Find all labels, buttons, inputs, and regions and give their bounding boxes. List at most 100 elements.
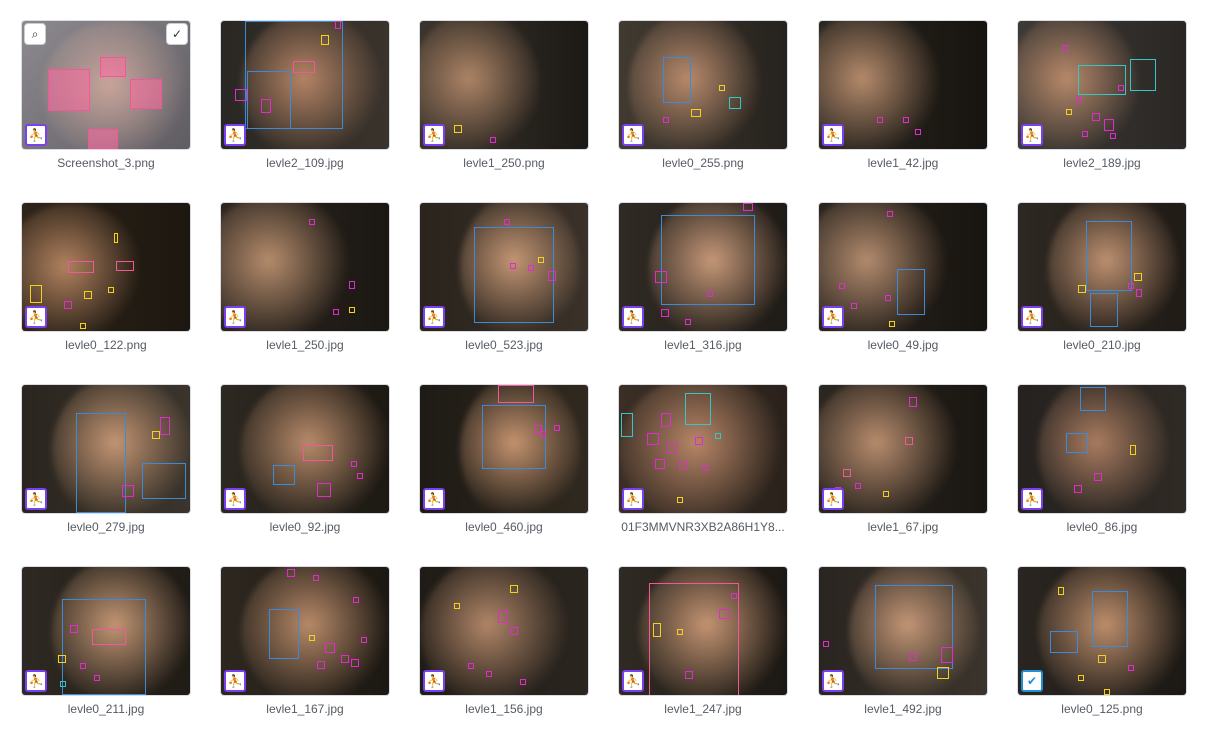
annotation-box — [685, 319, 691, 325]
file-name: levle0_279.jpg — [67, 520, 145, 534]
face-region — [241, 21, 381, 149]
face-region — [241, 385, 389, 513]
annotation-box — [855, 483, 861, 489]
gallery-item[interactable]: ⛹ levle2_189.jpg — [1017, 20, 1187, 194]
face-region — [460, 203, 580, 331]
thumbnail-image[interactable]: ⛹ — [618, 20, 788, 150]
thumbnail-image[interactable]: ⛹ — [1017, 202, 1187, 332]
thumbnail-image[interactable]: ⛹ — [818, 202, 988, 332]
thumbnail-image[interactable]: ⛹ — [618, 384, 788, 514]
annotation-box — [909, 653, 917, 661]
gallery-item[interactable]: ⛹ levle1_250.jpg — [220, 202, 390, 376]
gallery-item[interactable]: ⛹ levle1_156.jpg — [419, 566, 589, 740]
annotation-box — [1094, 473, 1102, 481]
file-name: levle2_109.jpg — [266, 156, 344, 170]
gallery-item[interactable]: ✔ levle0_125.png — [1017, 566, 1187, 740]
annotation-box — [647, 433, 659, 445]
gallery-item[interactable]: ⛹ levle0_122.png — [21, 202, 191, 376]
zoom-icon[interactable]: ⌕ — [24, 23, 46, 45]
run-icon: ⛹ — [224, 488, 246, 510]
file-name: levle0_210.jpg — [1063, 338, 1141, 352]
file-name: levle0_460.jpg — [465, 520, 543, 534]
file-name: levle1_67.jpg — [867, 520, 939, 534]
thumbnail-image[interactable]: ⛹ — [220, 202, 390, 332]
annotation-box — [663, 117, 669, 123]
annotation-box — [357, 473, 363, 479]
thumbnail-image[interactable]: ✔ — [1017, 566, 1187, 696]
annotation-box — [349, 281, 355, 289]
gallery-item[interactable]: ⛹ levle0_49.jpg — [818, 202, 988, 376]
annotation-box — [510, 627, 518, 635]
thumbnail-image[interactable]: ⌕ ✓ ⛹ — [21, 20, 191, 150]
gallery-item[interactable]: ⛹ levle1_67.jpg — [818, 384, 988, 558]
thumbnail-image[interactable]: ⛹ — [1017, 384, 1187, 514]
thumbnail-image[interactable]: ⛹ — [818, 384, 988, 514]
annotation-box — [351, 659, 359, 667]
annotation-box — [317, 661, 325, 669]
annotation-box — [361, 637, 367, 643]
gallery-item[interactable]: ⛹ levle1_492.jpg — [818, 566, 988, 740]
gallery-item[interactable]: ⛹ levle1_250.png — [419, 20, 589, 194]
annotation-box — [731, 593, 737, 599]
thumbnail-image[interactable]: ⛹ — [419, 566, 589, 696]
gallery-item[interactable]: ⛹ levle0_460.jpg — [419, 384, 589, 558]
select-checkbox-icon[interactable]: ✓ — [166, 23, 188, 45]
gallery-item[interactable]: ⛹ levle1_167.jpg — [220, 566, 390, 740]
thumbnail-image[interactable]: ⛹ — [419, 384, 589, 514]
thumbnail-image[interactable]: ⛹ — [419, 202, 589, 332]
thumbnail-image[interactable]: ⛹ — [818, 20, 988, 150]
gallery-item[interactable]: ⛹ levle0_92.jpg — [220, 384, 390, 558]
run-icon: ⛹ — [622, 488, 644, 510]
annotation-box — [937, 667, 949, 679]
file-name: levle0_523.jpg — [465, 338, 543, 352]
annotation-box — [655, 271, 667, 283]
gallery-item[interactable]: ⌕ ✓ ⛹ Screenshot_3.png — [21, 20, 191, 194]
thumbnail-image[interactable]: ⛹ — [419, 20, 589, 150]
gallery-item[interactable]: ⛹ levle1_247.jpg — [618, 566, 788, 740]
annotation-box — [70, 625, 78, 633]
annotation-box — [293, 61, 315, 73]
face-region — [639, 567, 787, 695]
thumbnail-image[interactable]: ⛹ — [21, 202, 191, 332]
gallery-item[interactable]: ⛹ levle0_255.png — [618, 20, 788, 194]
gallery-item[interactable]: ⛹ levle0_86.jpg — [1017, 384, 1187, 558]
annotation-box — [142, 463, 186, 499]
annotation-box — [333, 309, 339, 315]
thumbnail-image[interactable]: ⛹ — [220, 384, 390, 514]
thumbnail-image[interactable]: ⛹ — [21, 384, 191, 514]
gallery-item[interactable]: ⛹ levle0_523.jpg — [419, 202, 589, 376]
annotation-box — [691, 109, 701, 117]
gallery-item[interactable]: ⛹ levle0_279.jpg — [21, 384, 191, 558]
thumbnail-image[interactable]: ⛹ — [220, 20, 390, 150]
gallery-item[interactable]: ⛹ levle0_211.jpg — [21, 566, 191, 740]
file-name: levle1_156.jpg — [465, 702, 543, 716]
run-icon: ⛹ — [224, 306, 246, 328]
annotation-box — [653, 623, 661, 637]
annotation-box — [92, 629, 126, 645]
gallery-item[interactable]: ⛹ levle2_109.jpg — [220, 20, 390, 194]
gallery-item[interactable]: ⛹ levle1_316.jpg — [618, 202, 788, 376]
face-region — [649, 203, 787, 331]
annotation-box — [538, 257, 544, 263]
gallery-item[interactable]: ⛹ 01F3MMVNR3XB2A86H1Y8... — [618, 384, 788, 558]
annotation-box — [540, 431, 546, 437]
thumbnail-image[interactable]: ⛹ — [618, 202, 788, 332]
annotation-box — [309, 635, 315, 641]
gallery-item[interactable]: ⛹ levle0_210.jpg — [1017, 202, 1187, 376]
gallery-item[interactable]: ⛹ levle1_42.jpg — [818, 20, 988, 194]
thumbnail-image[interactable]: ⛹ — [818, 566, 988, 696]
thumbnail-image[interactable]: ⛹ — [1017, 20, 1187, 150]
file-name: levle0_86.jpg — [1066, 520, 1138, 534]
face-region — [629, 21, 759, 149]
annotation-box — [941, 647, 953, 663]
annotation-box — [1074, 485, 1082, 493]
thumbnail-image[interactable]: ⛹ — [618, 566, 788, 696]
file-name: 01F3MMVNR3XB2A86H1Y8... — [621, 520, 785, 534]
thumbnail-image[interactable]: ⛹ — [220, 566, 390, 696]
annotation-box — [719, 609, 729, 619]
thumbnail-image[interactable]: ⛹ — [21, 566, 191, 696]
annotation-box — [1066, 109, 1072, 115]
annotation-box — [1062, 45, 1068, 51]
annotation-box — [621, 413, 633, 437]
annotation-box — [247, 71, 291, 129]
